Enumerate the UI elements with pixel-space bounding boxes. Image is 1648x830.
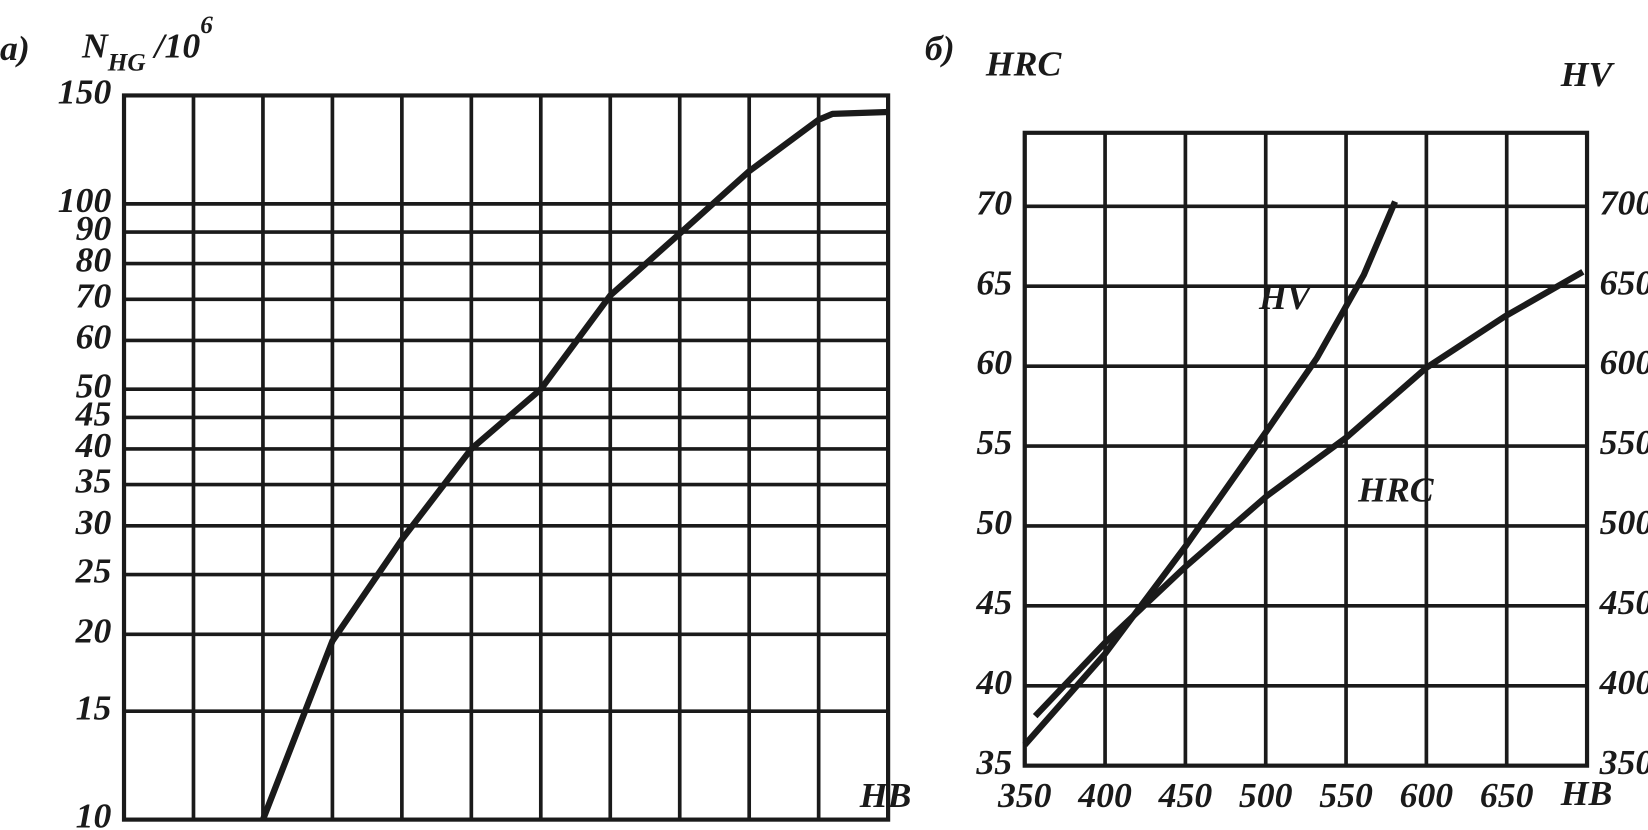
y2-tick-label: 500 [1600,502,1648,542]
y2-tick-label: 650 [1600,263,1648,303]
y-tick-label: 45 [75,394,112,434]
x-tick-label: 450 [1158,775,1213,815]
y2-tick-label: 350 [1599,742,1648,782]
y-title-sup: 6 [200,12,213,39]
y-tick-label: 50 [76,366,112,406]
y-tick-label: 65 [976,263,1012,303]
y-axis-title: NHG /106 [81,12,213,76]
panel-label: а) [0,28,30,68]
series-label: HRC [1357,470,1434,510]
x-tick-label: 600 [1400,775,1454,815]
y2-tick-label: 550 [1600,422,1648,462]
y-tick-label: 10 [76,796,112,830]
x-tick-label: 400 [1077,775,1132,815]
x-axis-title: HB [1560,773,1613,813]
data-line [1032,269,1585,719]
y2-tick-label: 700 [1600,183,1648,223]
y-tick-label: 25 [75,551,112,591]
y2-tick-label: 450 [1599,582,1648,622]
y-tick-label: 30 [75,502,112,542]
y-tick-label: 35 [975,742,1012,782]
y-tick-label: 20 [75,611,112,651]
y-tick-label: 60 [76,317,112,357]
y2-tick-label: 600 [1600,342,1648,382]
y-axis-title: HRC [985,44,1062,84]
y-tick-label: 55 [976,422,1012,462]
y-tick-label: 60 [976,342,1012,382]
y-title-main: N [81,26,109,66]
y-title-rest: /10 [146,26,201,66]
series-label: HV [1258,277,1314,317]
x-axis-title: HB [859,775,912,815]
y-tick-label: 15 [76,687,112,727]
y-tick-label: 150 [58,72,112,112]
data-line [1022,200,1398,747]
x-tick-label: 500 [1239,775,1293,815]
y-tick-label: 100 [58,180,112,220]
panel-label: б) [925,28,955,68]
y-tick-label: 90 [76,208,112,248]
data-line [260,108,889,821]
y2-tick-label: 400 [1599,662,1648,702]
y-tick-label: 70 [976,183,1012,223]
x-tick-label: 350 [997,775,1052,815]
y2-axis-title: HV [1560,54,1616,94]
y-tick-label: 50 [976,502,1012,542]
x-tick-label: 650 [1480,775,1534,815]
y-tick-label: 45 [975,582,1012,622]
y-tick-label: 40 [75,425,112,465]
y-tick-label: 40 [975,662,1012,702]
y-tick-label: 80 [76,240,112,280]
y-tick-label: 70 [76,276,112,316]
x-tick-label: 550 [1319,775,1373,815]
y-title-sub: HG [107,49,146,76]
plot-frame [1022,130,1590,768]
y-tick-label: 35 [75,461,112,501]
